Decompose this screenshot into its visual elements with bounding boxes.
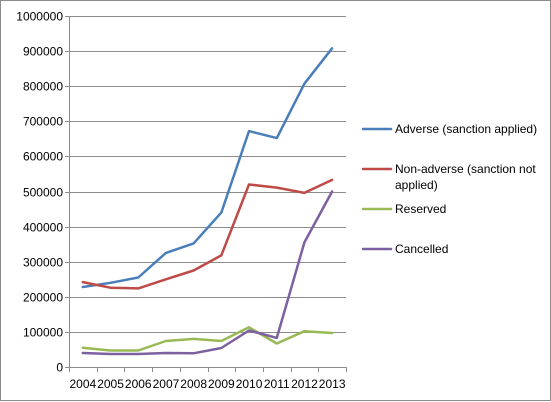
gridlines (69, 16, 346, 333)
y-tick-label: 0 (56, 361, 63, 375)
legend-item: Cancelled (361, 242, 448, 256)
x-tick-label: 2012 (291, 377, 318, 391)
legend-label: applied) (395, 178, 438, 192)
x-tick-label: 2005 (97, 377, 124, 391)
x-tick-label: 2008 (180, 377, 207, 391)
y-tick-label: 200000 (23, 291, 63, 305)
x-tick-label: 2013 (319, 377, 346, 391)
legend-item: Adverse (sanction applied) (361, 122, 537, 136)
data-series (81, 47, 334, 356)
x-tick-label: 2009 (208, 377, 235, 391)
x-tick-label: 2004 (69, 377, 96, 391)
legend-item: Reserved (361, 202, 446, 216)
x-tick-label: 2011 (264, 377, 290, 391)
y-tick-label: 300000 (23, 256, 63, 270)
legend-label: Adverse (sanction applied) (395, 122, 537, 136)
axes (65, 16, 347, 372)
y-tick-label: 500000 (23, 186, 63, 200)
x-tick-label: 2010 (236, 377, 263, 391)
x-tick-label: 2006 (125, 377, 152, 391)
x-tick-labels: 2004 2005 2006 2007 2008 2009 2010 2011 2012 2013 (69, 377, 345, 391)
legend: Adverse (sanction applied) Non-adverse (s… (361, 122, 537, 256)
legend-label: Reserved (395, 202, 446, 216)
y-tick-label: 100000 (23, 326, 63, 340)
legend-label: Non-adverse (sanction not (395, 162, 536, 176)
y-tick-label: 800000 (23, 80, 63, 94)
y-tick-label: 700000 (23, 115, 63, 129)
series-line (81, 190, 334, 356)
series-line (81, 47, 334, 289)
y-tick-label: 1000000 (16, 10, 63, 24)
y-tick-label: 900000 (23, 45, 63, 59)
series-line (81, 326, 334, 352)
legend-item: Non-adverse (sanction not applied) (361, 162, 536, 192)
legend-label: Cancelled (395, 242, 448, 256)
series-line (81, 178, 334, 290)
y-tick-labels: 0 100000 200000 300000 400000 500000 600000 700… (16, 10, 63, 375)
y-tick-label: 400000 (23, 221, 63, 235)
y-tick-label: 600000 (23, 150, 63, 164)
x-tick-label: 2007 (153, 377, 180, 391)
